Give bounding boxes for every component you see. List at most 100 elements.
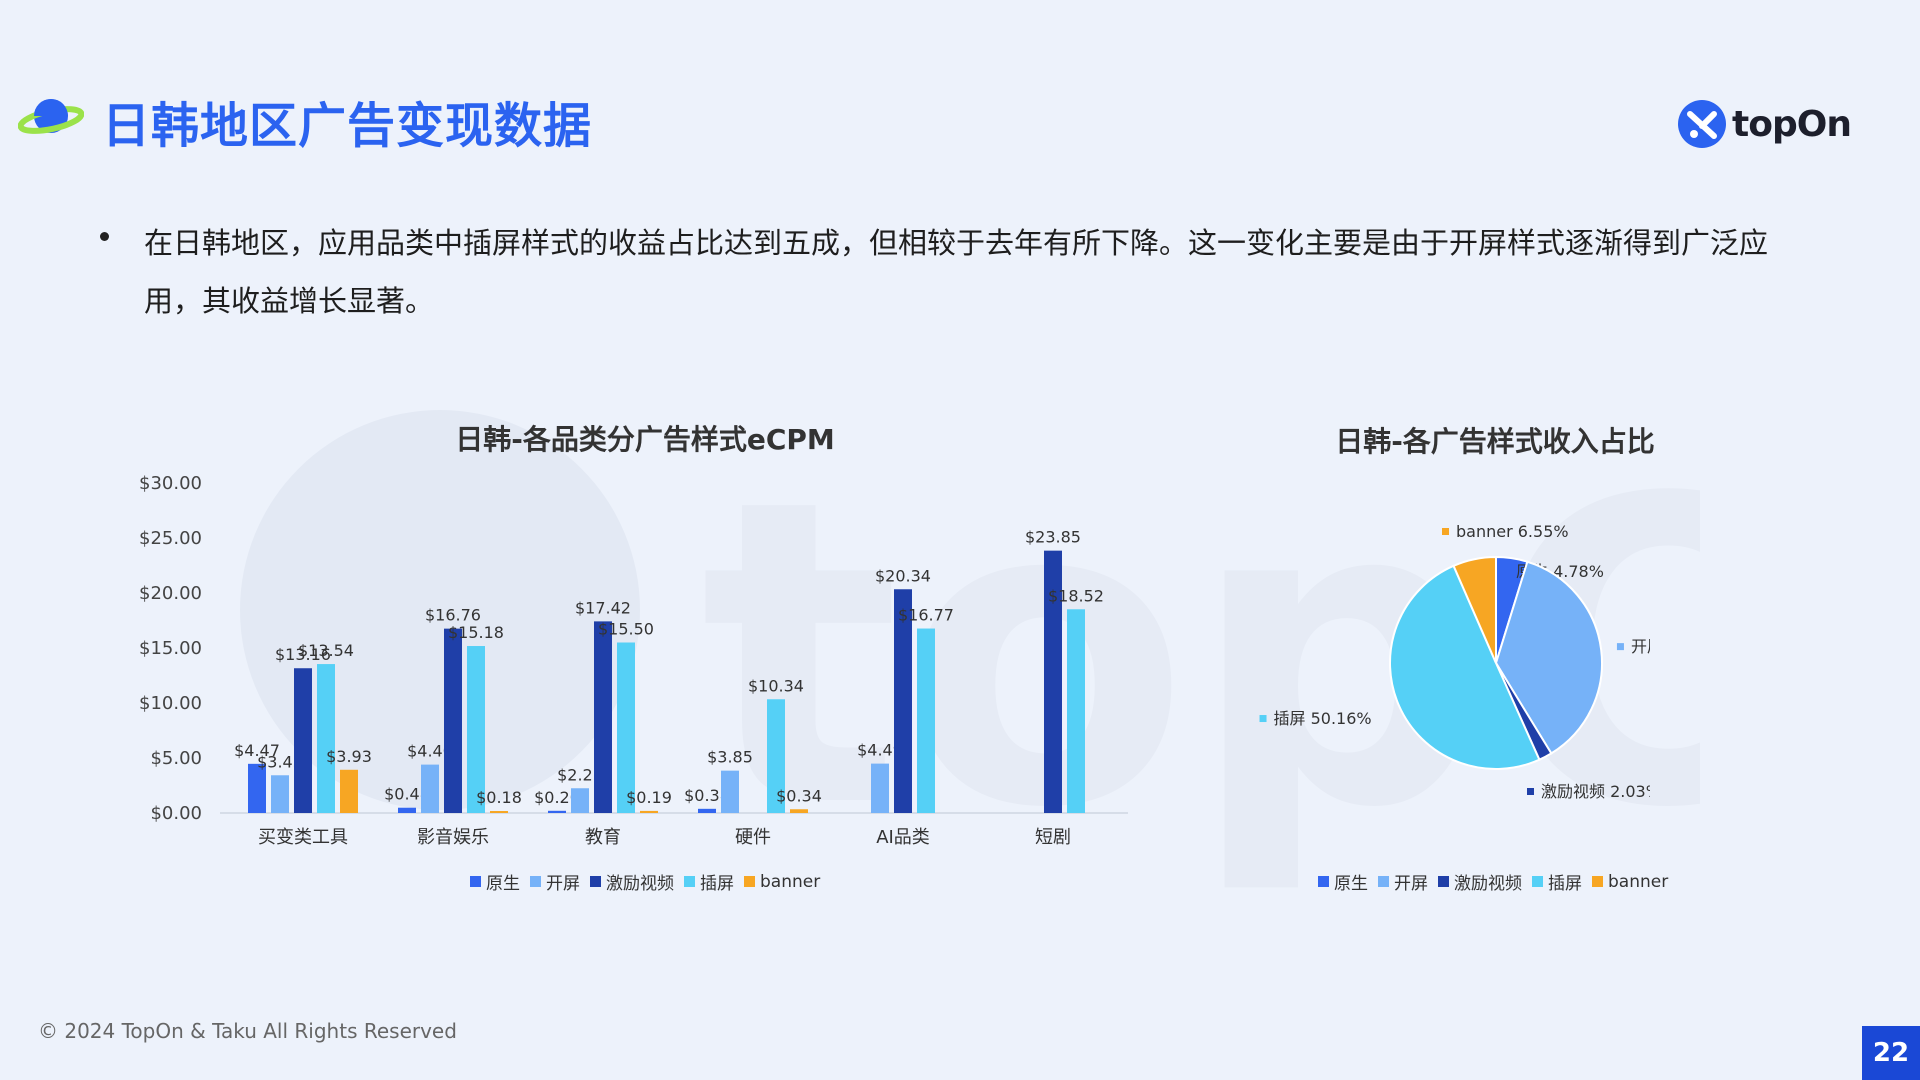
bar-插屏 bbox=[1067, 609, 1085, 813]
pie-label: 插屏 50.16% bbox=[1259, 709, 1372, 728]
bar-value-label: $3.43 bbox=[257, 752, 303, 771]
bar-value-label: $13.16 bbox=[275, 645, 331, 664]
bar-开屏 bbox=[271, 775, 289, 813]
bar-value-label: $4.40 bbox=[407, 742, 453, 761]
pie-label: 激励视频 2.03% bbox=[1527, 782, 1650, 801]
bar-value-label: $15.18 bbox=[448, 623, 504, 642]
pie-label-marker bbox=[1616, 643, 1624, 651]
bar-value-label: $4.47 bbox=[234, 741, 280, 760]
x-tick-label: AI品类 bbox=[876, 827, 930, 848]
pie-slice-label: 激励视频 2.03% bbox=[1541, 782, 1650, 801]
bar-开屏 bbox=[721, 770, 739, 813]
x-tick-label: 教育 bbox=[585, 827, 621, 848]
bar-开屏 bbox=[421, 764, 439, 813]
y-tick-label: $15.00 bbox=[139, 638, 202, 659]
pie-chart-legend: 原生 开屏 激励视频 插屏 banner bbox=[1318, 869, 1668, 894]
y-tick-label: $20.00 bbox=[139, 583, 202, 604]
legend-item: banner bbox=[1592, 872, 1668, 892]
legend-label: 原生 bbox=[1334, 874, 1368, 894]
bar-value-label: $0.18 bbox=[476, 788, 522, 807]
pie-label-marker bbox=[1502, 568, 1509, 575]
pie-slice-label: 开屏 36.48% bbox=[1631, 637, 1650, 656]
bar-开屏 bbox=[571, 788, 589, 813]
legend-swatch bbox=[744, 876, 755, 887]
bar-插屏 bbox=[617, 642, 635, 813]
bar-banner bbox=[640, 810, 658, 813]
legend-label: 激励视频 bbox=[1454, 874, 1522, 894]
bar-插屏 bbox=[317, 664, 335, 813]
bar-插屏 bbox=[917, 628, 935, 813]
bar-chart: $0.00 $5.00 $10.00 $15.00 $20.00 $25.00 $30.00… bbox=[139, 473, 1128, 848]
legend-swatch bbox=[1592, 876, 1603, 887]
bar-插屏 bbox=[767, 699, 785, 813]
bar-原生 bbox=[698, 808, 716, 813]
legend-swatch bbox=[590, 876, 601, 887]
legend-swatch bbox=[470, 876, 481, 887]
bar-value-label: $0.34 bbox=[776, 786, 822, 805]
bar-chart-legend: 原生 开屏 激励视频 插屏 banner bbox=[470, 869, 820, 894]
legend-item: 开屏 bbox=[1378, 869, 1428, 894]
page-number-badge: 22 bbox=[1862, 1026, 1920, 1080]
pie-label-marker bbox=[1442, 528, 1449, 535]
pie-label-marker bbox=[1259, 715, 1267, 723]
legend-item: 激励视频 bbox=[1438, 869, 1522, 894]
x-tick-label: 硬件 bbox=[735, 827, 771, 848]
bar-value-label: $23.85 bbox=[1025, 528, 1081, 547]
pie-slice-banner bbox=[1452, 555, 1497, 664]
bar-banner bbox=[790, 809, 808, 813]
bar-激励视频 bbox=[1044, 550, 1062, 813]
bar-原生 bbox=[398, 807, 416, 813]
bar-value-label: $0.48 bbox=[384, 785, 430, 804]
legend-swatch bbox=[530, 876, 541, 887]
bar-value-label: $10.34 bbox=[748, 676, 804, 695]
bar-value-label: $15.50 bbox=[598, 620, 654, 639]
legend-label: 开屏 bbox=[546, 874, 580, 894]
legend-swatch bbox=[1318, 876, 1329, 887]
legend-label: 开屏 bbox=[1394, 874, 1428, 894]
legend-item: 插屏 bbox=[1532, 869, 1582, 894]
pie-label-marker bbox=[1527, 788, 1534, 795]
pie-label: banner 6.55% bbox=[1442, 522, 1569, 541]
legend-label: 激励视频 bbox=[606, 874, 674, 894]
bar-激励视频 bbox=[444, 628, 462, 813]
bar-value-label: $4.49 bbox=[857, 741, 903, 760]
bar-banner bbox=[340, 769, 358, 813]
legend-label: 原生 bbox=[486, 874, 520, 894]
pie-slice-插屏 bbox=[1389, 564, 1541, 770]
legend-item: 原生 bbox=[1318, 869, 1368, 894]
pie-chart: 原生 4.78%开屏 36.48%激励视频 2.03%插屏 50.16%bann… bbox=[1259, 522, 1650, 801]
bar-value-label: $20.34 bbox=[875, 566, 931, 585]
bar-激励视频 bbox=[894, 589, 912, 813]
bar-value-label: $0.19 bbox=[626, 788, 672, 807]
page-title: 日韩地区广告变现数据 bbox=[102, 98, 593, 154]
bar-value-label: $16.77 bbox=[898, 606, 954, 625]
legend-swatch bbox=[684, 876, 695, 887]
y-tick-label: $30.00 bbox=[139, 473, 202, 494]
topon-logo-icon bbox=[1678, 100, 1726, 148]
legend-item: banner bbox=[744, 872, 820, 892]
y-tick-label: $0.00 bbox=[150, 803, 202, 824]
brand-name: topOn bbox=[1732, 103, 1852, 145]
bar-value-label: $16.76 bbox=[425, 606, 481, 625]
legend-label: banner bbox=[1608, 871, 1669, 892]
bar-value-label: $0.38 bbox=[684, 786, 730, 805]
copyright-footer: © 2024 TopOn & Taku All Rights Reserved bbox=[38, 1019, 457, 1043]
bar-banner bbox=[490, 811, 508, 813]
brand-logo: topOn bbox=[1676, 98, 1852, 150]
bar-开屏 bbox=[871, 763, 889, 813]
bar-激励视频 bbox=[594, 621, 612, 813]
legend-label: 插屏 bbox=[700, 874, 734, 894]
planet-icon bbox=[18, 99, 84, 134]
bar-chart-title: 日韩-各品类分广告样式eCPM bbox=[455, 423, 835, 456]
bar-原生 bbox=[248, 763, 266, 813]
pie-label: 开屏 36.48% bbox=[1616, 637, 1650, 656]
legend-swatch bbox=[1438, 876, 1449, 887]
bar-value-label: $3.85 bbox=[707, 748, 753, 767]
y-tick-label: $25.00 bbox=[139, 528, 202, 549]
bar-原生 bbox=[548, 810, 566, 813]
bar-value-label: $17.42 bbox=[575, 598, 631, 617]
y-tick-label: $5.00 bbox=[150, 748, 202, 769]
bullet-text: 在日韩地区，应用品类中插屏样式的收益占比达到五成，但相较于去年有所下降。这一变化… bbox=[144, 226, 1769, 318]
bar-value-label: $18.52 bbox=[1048, 586, 1104, 605]
